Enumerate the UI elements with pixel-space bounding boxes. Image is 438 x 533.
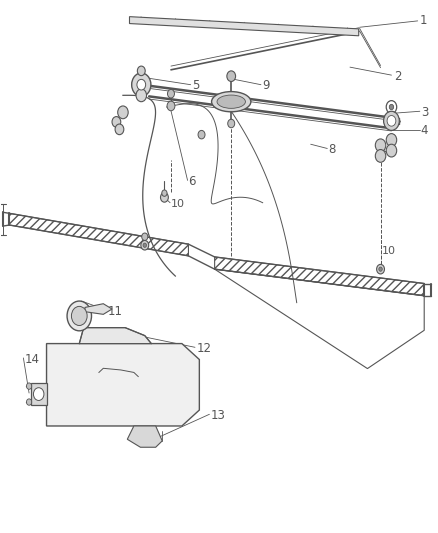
Text: 8: 8	[328, 143, 336, 156]
Polygon shape	[127, 426, 162, 447]
Text: 14: 14	[25, 353, 40, 366]
Circle shape	[26, 399, 32, 405]
Text: 9: 9	[262, 79, 269, 92]
Circle shape	[228, 119, 235, 128]
Circle shape	[162, 190, 167, 196]
Text: 4: 4	[421, 124, 428, 138]
Circle shape	[389, 104, 394, 110]
Circle shape	[386, 144, 397, 157]
Text: 3: 3	[421, 106, 428, 119]
Polygon shape	[130, 17, 359, 36]
Text: 12: 12	[197, 342, 212, 356]
Circle shape	[142, 233, 148, 240]
Text: 2: 2	[394, 70, 401, 83]
Polygon shape	[33, 344, 199, 426]
Text: 10: 10	[381, 246, 396, 255]
Circle shape	[71, 306, 87, 326]
Circle shape	[136, 89, 147, 102]
Circle shape	[115, 124, 124, 135]
Circle shape	[141, 240, 149, 250]
Polygon shape	[79, 328, 151, 344]
Circle shape	[386, 134, 397, 147]
Text: 11: 11	[108, 305, 123, 318]
Circle shape	[112, 117, 121, 127]
Circle shape	[33, 387, 44, 400]
Circle shape	[227, 71, 236, 82]
Circle shape	[143, 243, 147, 247]
Circle shape	[375, 139, 386, 152]
Text: 1: 1	[420, 14, 427, 27]
Circle shape	[137, 79, 146, 90]
Circle shape	[384, 111, 399, 131]
Circle shape	[138, 66, 145, 76]
Circle shape	[132, 73, 151, 96]
Ellipse shape	[212, 92, 251, 112]
Circle shape	[379, 267, 382, 271]
Circle shape	[67, 301, 92, 331]
Circle shape	[198, 131, 205, 139]
Polygon shape	[31, 383, 46, 405]
Circle shape	[375, 150, 386, 163]
Circle shape	[387, 116, 396, 126]
Text: 5: 5	[192, 79, 199, 92]
Circle shape	[167, 101, 175, 111]
Text: 10: 10	[171, 199, 185, 209]
Circle shape	[167, 90, 174, 98]
Text: 13: 13	[210, 409, 225, 422]
Text: 6: 6	[188, 175, 196, 188]
Ellipse shape	[217, 95, 245, 108]
Circle shape	[386, 101, 397, 114]
Circle shape	[160, 192, 168, 202]
Polygon shape	[85, 304, 112, 314]
Circle shape	[118, 106, 128, 119]
Circle shape	[26, 383, 32, 389]
Circle shape	[377, 264, 385, 274]
